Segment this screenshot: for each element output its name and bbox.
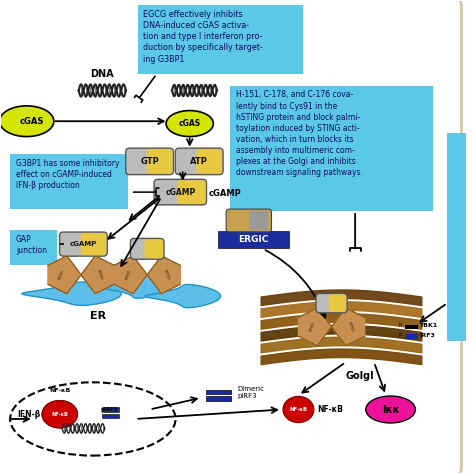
FancyBboxPatch shape <box>60 232 107 256</box>
Text: cGAMP: cGAMP <box>70 241 97 247</box>
Text: P: P <box>398 333 401 338</box>
Bar <box>447 133 466 341</box>
Text: STING: STING <box>163 269 170 281</box>
Polygon shape <box>114 256 147 294</box>
Bar <box>138 5 303 74</box>
Text: GAP
junction: GAP junction <box>16 235 47 255</box>
Text: TBK1: TBK1 <box>419 323 438 328</box>
FancyBboxPatch shape <box>328 294 346 312</box>
FancyBboxPatch shape <box>147 149 173 173</box>
Polygon shape <box>98 275 168 298</box>
Ellipse shape <box>42 401 77 428</box>
FancyBboxPatch shape <box>0 0 462 474</box>
Text: EGCG effectively inhibits
DNA-induced cGAS activa-
tion and type I interferon pr: EGCG effectively inhibits DNA-induced cG… <box>144 10 263 64</box>
Bar <box>405 325 418 329</box>
Text: STING: STING <box>309 321 316 333</box>
Text: P: P <box>398 323 401 328</box>
Bar <box>206 390 231 394</box>
Polygon shape <box>299 308 331 346</box>
FancyBboxPatch shape <box>81 233 106 255</box>
Bar <box>10 155 128 209</box>
Text: STING: STING <box>125 269 132 281</box>
Text: ATP: ATP <box>190 157 208 166</box>
FancyBboxPatch shape <box>316 293 347 313</box>
Text: NF-κB: NF-κB <box>318 405 343 414</box>
Text: GTP: GTP <box>140 157 159 166</box>
Text: IRF3: IRF3 <box>419 333 435 338</box>
FancyBboxPatch shape <box>126 148 173 174</box>
Bar <box>102 414 119 419</box>
Text: cGAS: cGAS <box>179 119 201 128</box>
Polygon shape <box>147 256 180 294</box>
Text: STING: STING <box>346 321 354 333</box>
Polygon shape <box>22 282 121 305</box>
Bar <box>230 86 433 211</box>
Polygon shape <box>145 284 220 308</box>
Polygon shape <box>48 256 81 294</box>
Polygon shape <box>331 308 365 346</box>
FancyBboxPatch shape <box>145 239 163 258</box>
Ellipse shape <box>0 106 54 137</box>
Bar <box>405 334 418 338</box>
Text: H-151, C-178, and C-176 cova-
lently bind to Cys91 in the
hSTING protein and blo: H-151, C-178, and C-176 cova- lently bin… <box>236 91 363 177</box>
Bar <box>10 230 57 265</box>
Text: cGAMP: cGAMP <box>209 189 241 198</box>
Bar <box>206 396 231 401</box>
Text: STING: STING <box>96 269 104 281</box>
FancyBboxPatch shape <box>177 180 206 204</box>
Text: NF-κB: NF-κB <box>290 407 308 412</box>
Polygon shape <box>81 256 114 294</box>
Text: DNA: DNA <box>91 69 114 79</box>
Bar <box>102 407 119 412</box>
Ellipse shape <box>166 110 213 137</box>
Text: cGAS: cGAS <box>19 117 44 126</box>
Text: ERGIC: ERGIC <box>238 235 269 244</box>
Text: Dimeric
pIRF3: Dimeric pIRF3 <box>237 386 264 400</box>
FancyBboxPatch shape <box>226 209 272 232</box>
Text: cGAMP: cGAMP <box>165 188 195 197</box>
Text: NF-κB: NF-κB <box>49 388 71 393</box>
Text: G3BP1 has some inhibitory
effect on cGAMP-induced
IFN-β production: G3BP1 has some inhibitory effect on cGAM… <box>16 159 119 190</box>
FancyBboxPatch shape <box>154 179 207 205</box>
Text: pIRF3: pIRF3 <box>101 407 118 412</box>
FancyBboxPatch shape <box>249 211 268 230</box>
Text: ER: ER <box>90 311 106 321</box>
Text: Iκκ: Iκκ <box>382 404 400 414</box>
Text: NF-κB: NF-κB <box>51 412 68 417</box>
Bar <box>218 231 289 248</box>
Ellipse shape <box>42 401 77 428</box>
Ellipse shape <box>283 397 314 422</box>
FancyBboxPatch shape <box>196 149 222 173</box>
Text: STING: STING <box>58 269 66 281</box>
FancyBboxPatch shape <box>130 238 164 259</box>
Text: IFN-β: IFN-β <box>17 410 40 419</box>
Text: GolgI: GolgI <box>346 372 374 382</box>
Ellipse shape <box>366 396 415 423</box>
FancyBboxPatch shape <box>175 148 223 174</box>
